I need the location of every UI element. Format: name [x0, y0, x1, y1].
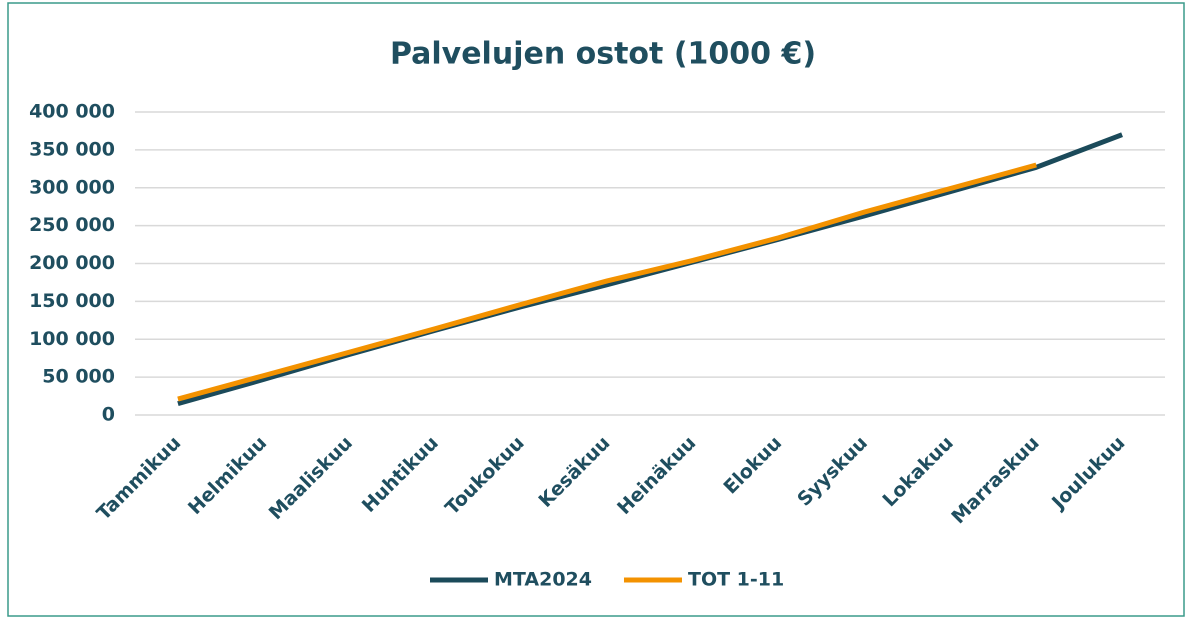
legend-label: MTA2024	[494, 569, 592, 591]
y-tick-label: 200 000	[29, 252, 115, 274]
y-tick-label: 350 000	[29, 138, 115, 160]
y-tick-label: 300 000	[29, 176, 115, 198]
y-tick-label: 150 000	[29, 290, 115, 312]
y-tick-label: 250 000	[29, 214, 115, 236]
legend-label: TOT 1-11	[688, 569, 784, 591]
y-tick-label: 400 000	[29, 101, 115, 123]
chart-title: Palvelujen ostot (1000 €)	[390, 37, 816, 72]
line-series	[177, 162, 1037, 402]
y-tick-label: 50 000	[42, 366, 115, 388]
y-tick-label: 100 000	[29, 328, 115, 350]
chart-frame	[7, 2, 1185, 617]
y-tick-label: 0	[102, 404, 115, 426]
